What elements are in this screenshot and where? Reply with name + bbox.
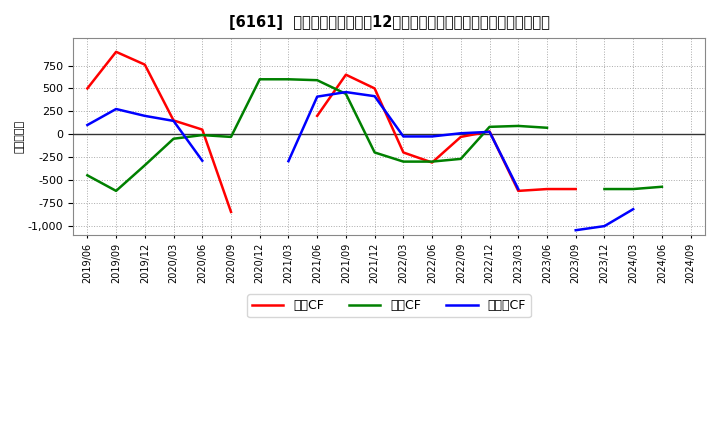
営業CF xyxy=(140,62,149,67)
投資CF xyxy=(341,91,350,96)
投資CF xyxy=(428,159,436,164)
Y-axis label: （百万円）: （百万円） xyxy=(15,120,25,153)
営業CF xyxy=(227,209,235,215)
投資CF xyxy=(313,77,322,83)
フリーCF xyxy=(83,122,91,128)
フリーCF xyxy=(169,118,178,124)
投資CF xyxy=(485,124,494,129)
Legend: 営業CF, 投資CF, フリーCF: 営業CF, 投資CF, フリーCF xyxy=(247,294,531,317)
フリーCF xyxy=(140,113,149,118)
投資CF xyxy=(370,150,379,155)
投資CF xyxy=(169,136,178,141)
Line: 投資CF: 投資CF xyxy=(87,79,547,191)
投資CF xyxy=(227,134,235,139)
営業CF xyxy=(112,49,120,55)
営業CF xyxy=(198,127,207,132)
投資CF xyxy=(198,132,207,138)
Line: 営業CF: 営業CF xyxy=(87,52,231,212)
営業CF xyxy=(169,118,178,123)
投資CF xyxy=(456,156,465,161)
投資CF xyxy=(112,188,120,194)
投資CF xyxy=(543,125,552,130)
Title: [6161]  キャッシュフローの12か月移動合計の対前年同期増減額の推移: [6161] キャッシュフローの12か月移動合計の対前年同期増減額の推移 xyxy=(228,15,549,30)
投資CF xyxy=(514,123,523,128)
フリーCF xyxy=(112,106,120,112)
Line: フリーCF: フリーCF xyxy=(87,109,202,161)
フリーCF xyxy=(198,158,207,163)
投資CF xyxy=(284,77,293,82)
営業CF xyxy=(83,86,91,91)
投資CF xyxy=(399,159,408,164)
投資CF xyxy=(83,172,91,178)
投資CF xyxy=(256,77,264,82)
投資CF xyxy=(140,163,149,168)
